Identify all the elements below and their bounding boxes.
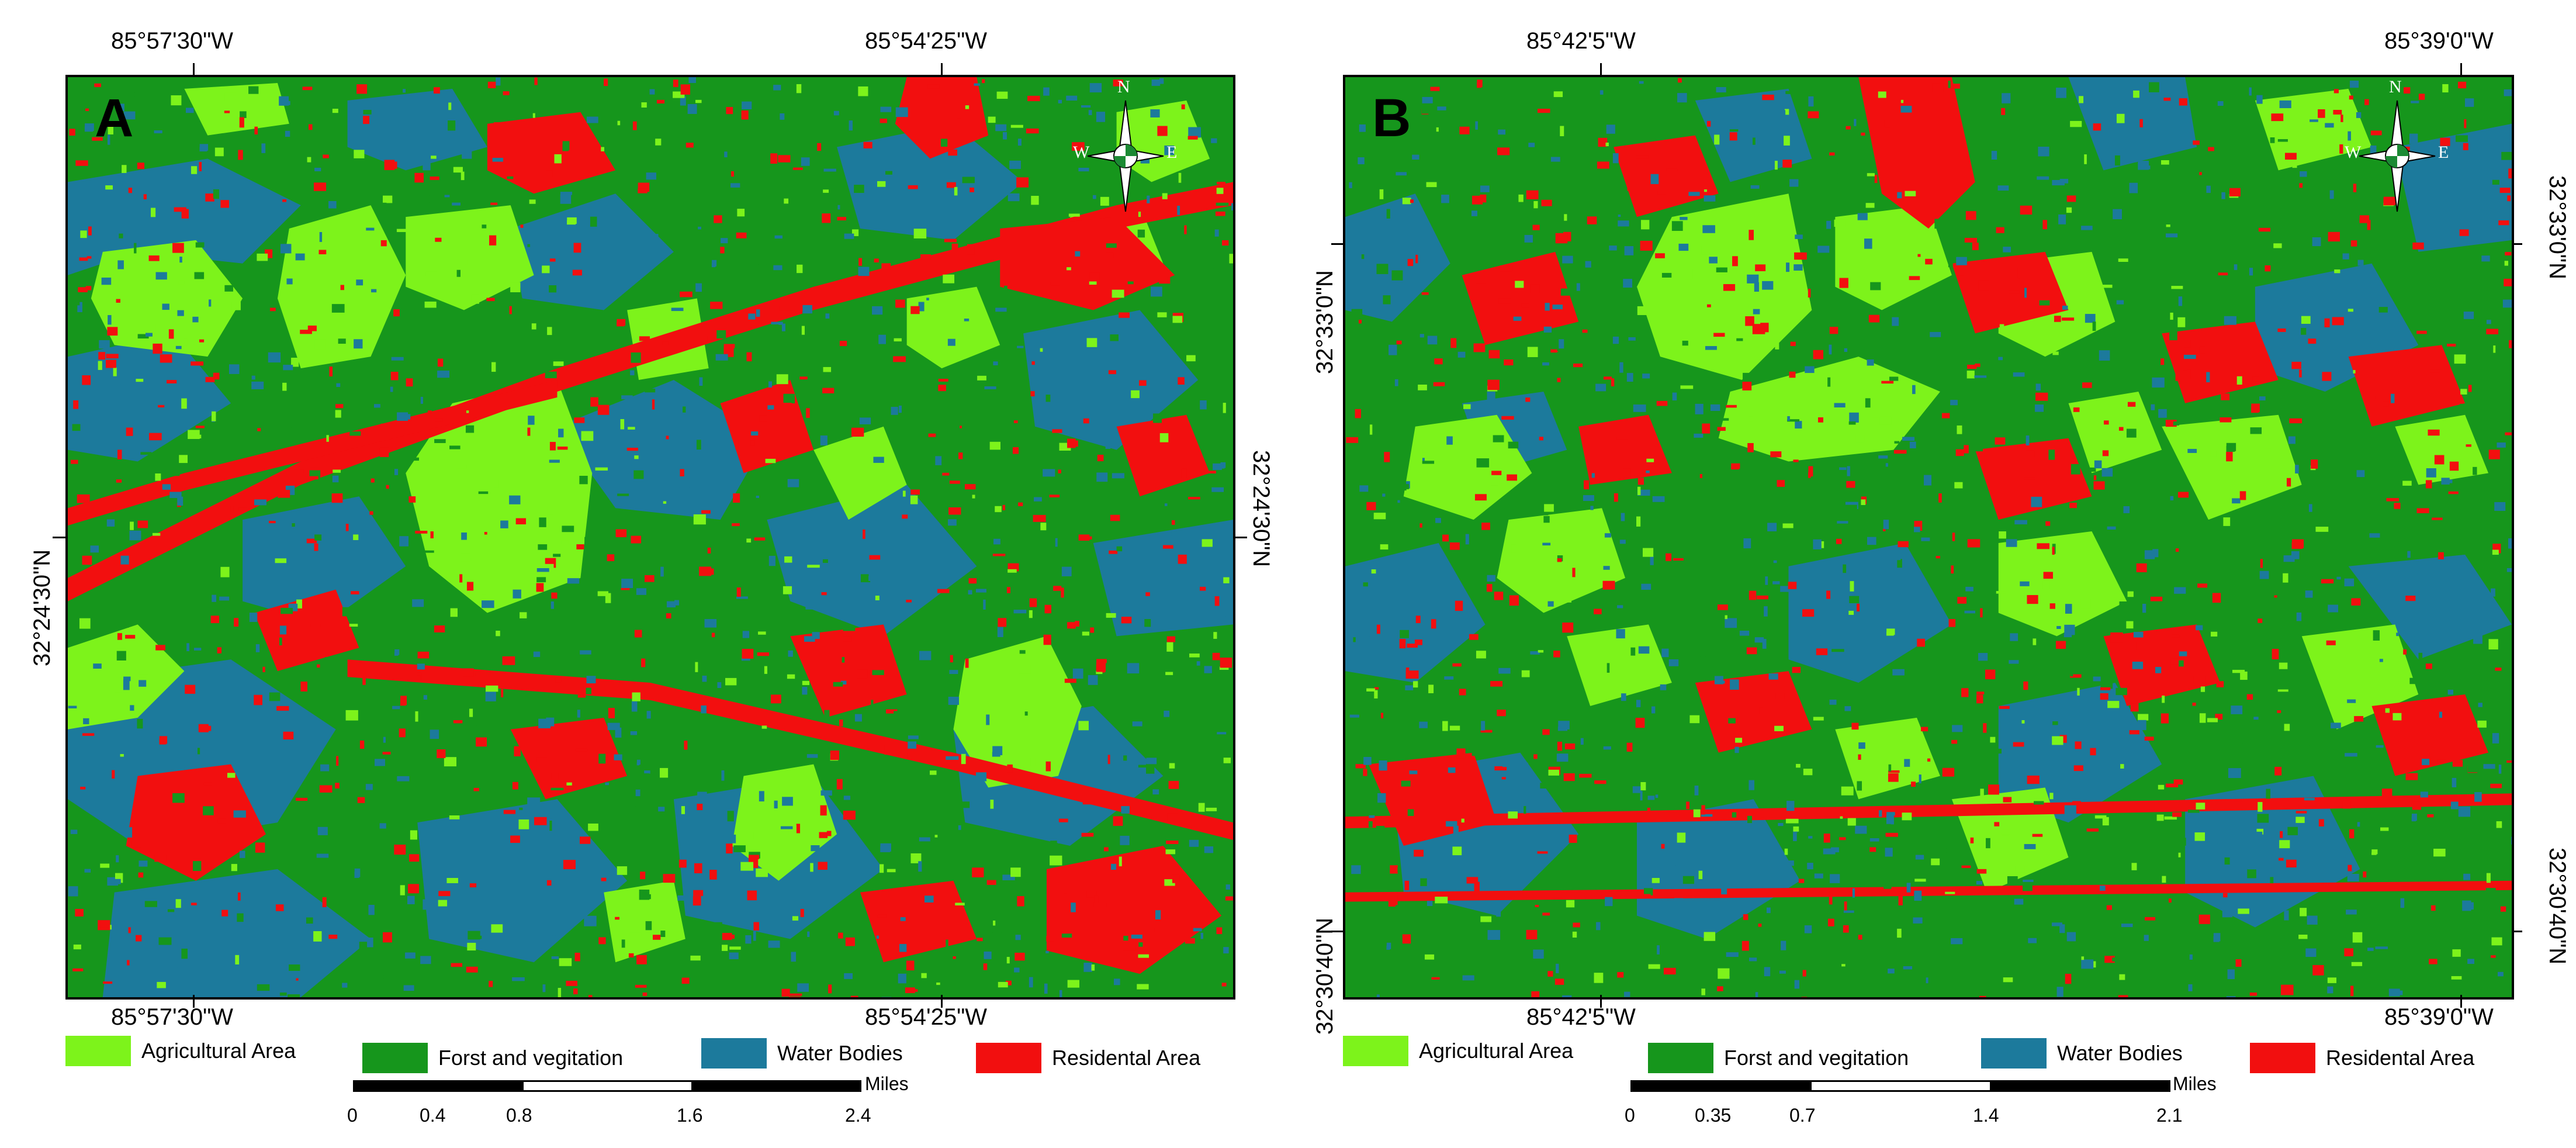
panel-b-scale-bar [1630, 1080, 2170, 1092]
legend-forest: Forst and vegitation [362, 1043, 623, 1073]
legend-swatch-agricultural [1343, 1036, 1408, 1066]
panel-a-scale-bar [353, 1080, 861, 1092]
tick [941, 995, 943, 1008]
tick [2509, 243, 2522, 245]
compass-e-label: E [2438, 143, 2449, 162]
panel-a-bottom-longitude-2: 85°54'25"W [865, 1004, 988, 1030]
legend-label: Residental Area [2326, 1046, 2475, 1070]
legend-agricultural: Agricultural Area [65, 1036, 296, 1066]
legend-residential: Residental Area [2250, 1043, 2474, 1073]
panel-b-bottom-longitude-2: 85°39'0"W [2384, 1004, 2494, 1030]
north-arrow-compass-icon [2359, 100, 2436, 212]
legend-swatch-residential [976, 1043, 1041, 1073]
panel-a-scale-unit: Miles [865, 1073, 909, 1094]
legend-swatch-forest [362, 1043, 428, 1073]
panel-b-speckle-layer [1346, 78, 2512, 997]
panel-b-scale-tick-3: 1.4 [1973, 1105, 1999, 1126]
panel-a-left-latitude: 32°24'30"N [29, 549, 55, 666]
panel-a-scale-tick-4: 2.4 [845, 1105, 871, 1126]
legend-swatch-water [1981, 1038, 2047, 1069]
panel-a-speckle-layer [68, 77, 1233, 997]
panel-b-left-latitude-2: 32°30'40"N [1312, 917, 1338, 1035]
panel-a-top-longitude-1: 85°57'30"W [111, 28, 234, 54]
legend-agricultural: Agricultural Area [1343, 1036, 1573, 1066]
compass-w-label: W [1073, 143, 1090, 162]
panel-b-right-latitude-2: 32°30'40"N [2544, 848, 2570, 965]
tick [1331, 931, 1344, 932]
legend-water: Water Bodies [1981, 1038, 2183, 1069]
panel-a-land-cover-map: A N W E [65, 75, 1235, 1000]
tick [193, 63, 195, 76]
compass-e-label: E [1166, 143, 1178, 162]
legend-label: Forst and vegitation [1724, 1046, 1909, 1070]
legend-swatch-residential [2250, 1043, 2315, 1073]
panel-a-scale-tick-1: 0.4 [420, 1105, 446, 1126]
panel-a-map-svg [68, 77, 1233, 997]
tick [1600, 995, 1602, 1008]
panel-b-map-svg [1345, 77, 2512, 997]
panel-b-letter: B [1372, 88, 1411, 148]
panel-a-scale-tick-3: 1.6 [677, 1105, 703, 1126]
panel-a-top-longitude-2: 85°54'25"W [865, 28, 988, 54]
panel-b-top-longitude-2: 85°39'0"W [2384, 28, 2494, 54]
legend-swatch-agricultural [65, 1036, 131, 1066]
compass-n-label: N [1117, 77, 1130, 96]
panel-b-land-cover-map: B N W E [1343, 75, 2514, 1000]
compass-n-label: N [2389, 77, 2402, 96]
panel-a-right-latitude: 32°24'30"N [1248, 450, 1274, 568]
tick [1600, 63, 1602, 76]
legend-label: Forst and vegitation [438, 1046, 624, 1070]
tick [2509, 931, 2522, 932]
tick [2460, 995, 2462, 1008]
tick [1331, 243, 1344, 245]
legend-water: Water Bodies [701, 1038, 903, 1069]
tick [1234, 537, 1247, 538]
legend-label: Agricultural Area [141, 1039, 296, 1063]
legend-label: Water Bodies [2057, 1041, 2183, 1065]
legend-swatch-water [701, 1038, 767, 1069]
panel-b-top-longitude-1: 85°42'5"W [1526, 28, 1636, 54]
panel-b-right-latitude-1: 32°33'0"N [2544, 175, 2570, 279]
legend-label: Residental Area [1052, 1046, 1201, 1070]
panel-b-scale-tick-0: 0 [1625, 1105, 1635, 1126]
legend-label: Agricultural Area [1419, 1039, 1574, 1063]
tick [941, 63, 943, 76]
panel-b-scale-tick-4: 2.1 [2156, 1105, 2183, 1126]
panel-a-bottom-longitude-1: 85°57'30"W [111, 1004, 234, 1030]
tick [193, 995, 195, 1008]
panel-b-scale-tick-1: 0.35 [1695, 1105, 1732, 1126]
compass-w-label: W [2345, 143, 2362, 162]
panel-b-scale-unit: Miles [2173, 1073, 2217, 1094]
north-arrow-compass-icon [1087, 100, 1164, 212]
legend-forest: Forst and vegitation [1648, 1043, 1909, 1073]
panel-b-bottom-longitude-1: 85°42'5"W [1526, 1004, 1636, 1030]
legend-residential: Residental Area [976, 1043, 1200, 1073]
panel-b-left-latitude-1: 32°33'0"N [1312, 270, 1338, 374]
panel-a-scale-tick-2: 0.8 [506, 1105, 532, 1126]
panel-a-scale-tick-0: 0 [347, 1105, 358, 1126]
legend-swatch-forest [1648, 1043, 1713, 1073]
tick [53, 537, 65, 538]
panel-a-letter: A [95, 88, 134, 148]
legend-label: Water Bodies [777, 1041, 903, 1065]
panel-b-scale-tick-2: 0.7 [1789, 1105, 1816, 1126]
tick [2460, 63, 2462, 76]
